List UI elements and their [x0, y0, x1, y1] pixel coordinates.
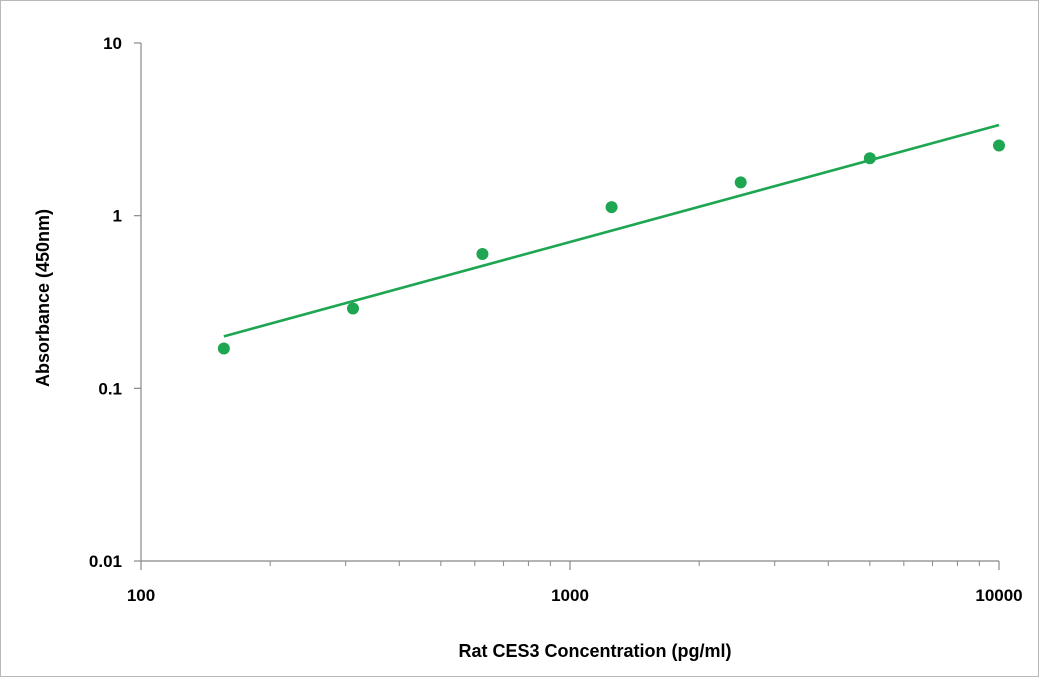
x-tick-label: 100: [127, 586, 155, 605]
x-tick-label: 10000: [975, 586, 1022, 605]
data-point: [863, 152, 876, 165]
data-point: [476, 247, 489, 260]
data-point: [217, 342, 230, 355]
trendline: [223, 123, 1000, 338]
trendline-segment: [223, 123, 1000, 338]
y-tick-label: 10: [103, 34, 122, 53]
x-minor-ticks: [269, 561, 980, 566]
y-tick-label: 1: [113, 207, 122, 226]
data-points: [217, 139, 1005, 355]
data-point: [993, 139, 1005, 152]
y-tick-label: 0.01: [89, 552, 122, 571]
y-major-ticks: [134, 42, 141, 562]
y-tick-label: 0.1: [98, 379, 122, 398]
axes: [134, 42, 1000, 570]
data-point: [605, 201, 618, 214]
x-major-ticks: [140, 561, 1000, 570]
y-tick-labels: 0.01 0.1 1 10: [89, 34, 122, 571]
data-point: [734, 176, 747, 189]
x-axis-title: Rat CES3 Concentration (pg/ml): [458, 641, 731, 661]
x-tick-label: 1000: [551, 586, 589, 605]
data-point: [346, 302, 359, 315]
y-axis-title: Absorbance (450nm): [33, 209, 53, 387]
x-tick-labels: 100 1000 10000: [127, 586, 1023, 605]
